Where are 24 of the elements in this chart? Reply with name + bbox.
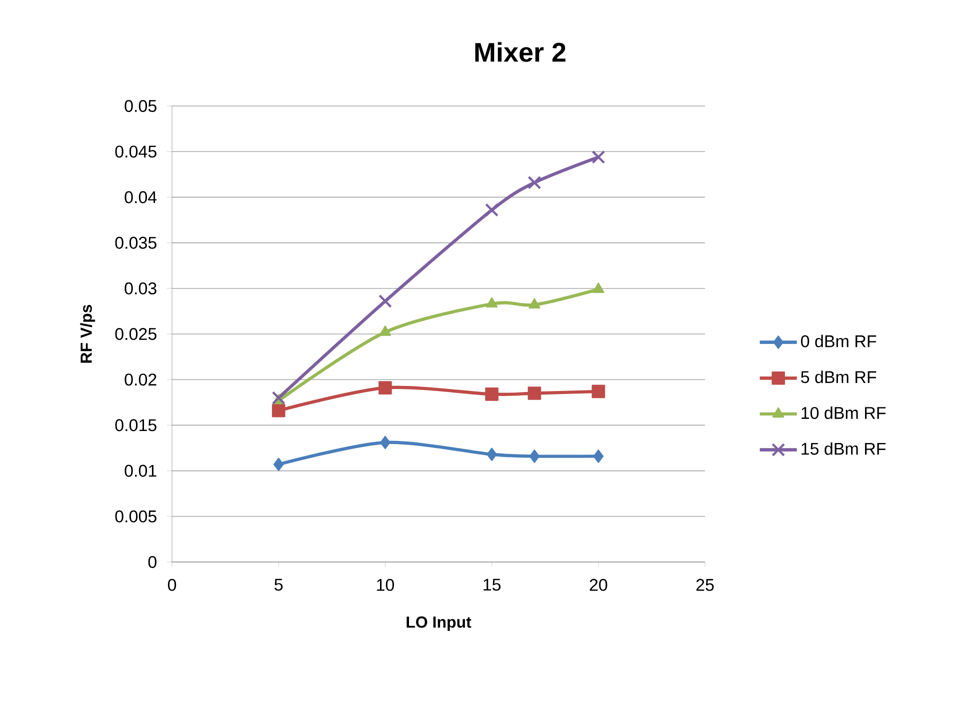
legend-label: 5 dBm RF [801, 370, 876, 384]
y-tick-label: 0.005 [115, 510, 156, 522]
y-tick-label: 0.03 [124, 282, 156, 294]
y-tick-label: 0.05 [124, 100, 156, 112]
x-tick-label: 5 [274, 578, 283, 591]
x-tick-label: 25 [696, 578, 714, 591]
legend-label: 10 dBm RF [802, 406, 886, 419]
y-tick-label: 0.02 [124, 374, 156, 386]
x-tick-label: 20 [590, 578, 608, 591]
y-tick-label: 0.035 [115, 236, 156, 249]
y-tick-label: 0.025 [115, 328, 156, 340]
x-tick-label: 10 [377, 578, 394, 591]
x-tick-label: 15 [484, 578, 501, 591]
x-axis-title: LO Input [406, 616, 472, 631]
legend-label: 15 dBm RF [802, 442, 886, 455]
y-axis-title: RF V/ps [80, 304, 96, 363]
legend-label: 0 dBm RF [801, 334, 876, 348]
chart-title: Mixer 2 [475, 42, 566, 62]
y-tick-label: 0 [148, 556, 156, 568]
y-tick-label: 0.01 [124, 464, 156, 477]
y-tick-label: 0.015 [115, 419, 156, 432]
y-tick-label: 0.045 [115, 146, 156, 158]
y-tick-label: 0.04 [124, 191, 157, 204]
x-tick-label: 0 [168, 578, 176, 591]
